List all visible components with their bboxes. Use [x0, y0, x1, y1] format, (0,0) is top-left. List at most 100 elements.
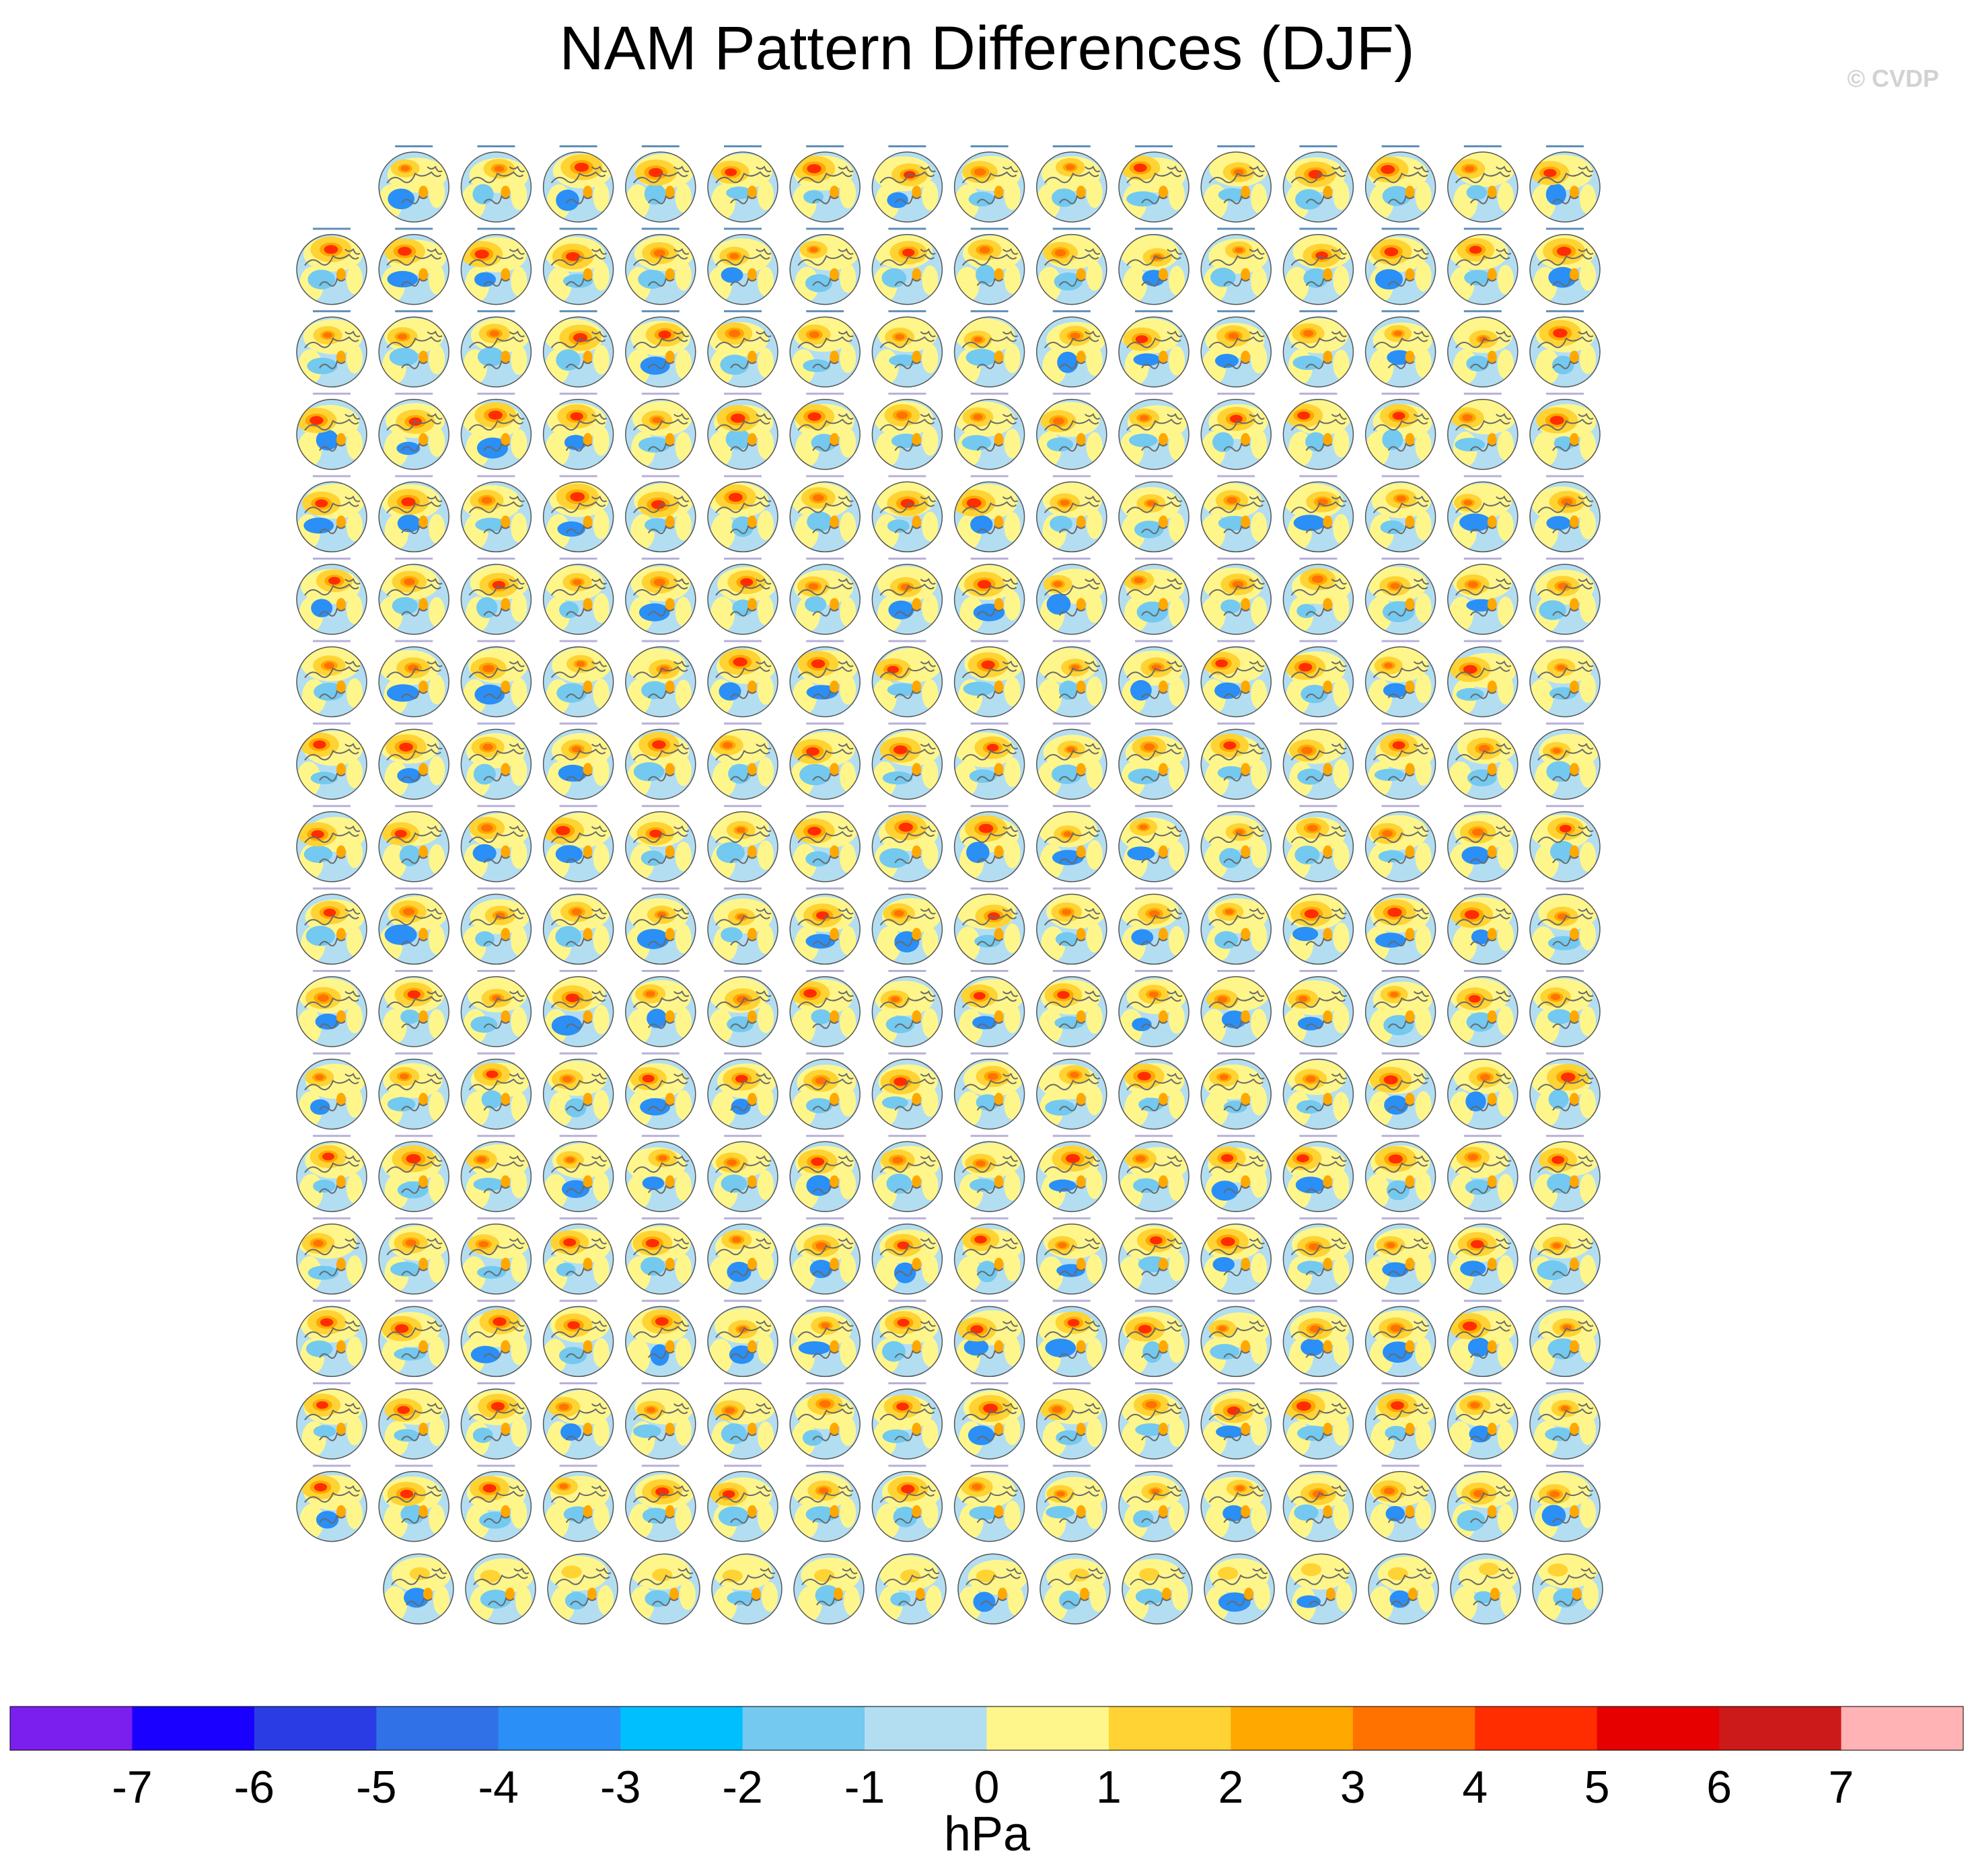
map-panel [789, 475, 861, 553]
map-panel [953, 227, 1025, 305]
map-panel [296, 804, 367, 883]
colorbar-segment [10, 1706, 133, 1750]
map-panel [1282, 970, 1354, 1047]
colorbar-segment [1841, 1706, 1964, 1750]
map-panel [707, 970, 778, 1047]
map-panel [1447, 558, 1519, 635]
panel-title [1546, 1135, 1584, 1137]
panel-title [477, 1382, 515, 1384]
panel-title [970, 970, 1009, 972]
panel-title [1463, 227, 1502, 230]
panel-title [395, 887, 433, 890]
map-panel [1364, 310, 1436, 387]
panel-title [395, 1464, 433, 1467]
panel-title [1135, 1464, 1173, 1467]
panel-title [1217, 1135, 1255, 1137]
map-panel [625, 310, 696, 387]
panel-title [888, 1464, 926, 1467]
panel-title [1463, 1217, 1502, 1220]
map-panel [378, 722, 449, 800]
colorbar-units: hPa [943, 1807, 1031, 1861]
map-panel [296, 475, 367, 553]
map-panel [1118, 722, 1190, 800]
map-panel [1036, 475, 1107, 553]
map-panel [296, 722, 367, 800]
panel-title [477, 392, 515, 395]
colorbar-segment [1719, 1706, 1842, 1750]
colorbar-segment [1597, 1706, 1720, 1750]
map-panel [789, 970, 861, 1047]
map-panel [707, 475, 778, 553]
panel-title [1052, 1052, 1091, 1055]
panel-title [1463, 145, 1502, 147]
map-panel [789, 1135, 861, 1212]
panel-title [313, 640, 351, 642]
panel-title [395, 1300, 433, 1302]
panel-title [559, 1135, 597, 1137]
map-panel [1036, 1464, 1107, 1542]
map-panel [625, 887, 696, 965]
panel-title [1052, 227, 1091, 230]
map-panel [1200, 145, 1272, 223]
map-panel [1529, 722, 1601, 800]
map-panel [953, 558, 1025, 635]
map-panel [542, 1217, 614, 1295]
panel-title [724, 392, 762, 395]
map-panel [460, 804, 532, 883]
panel-title [724, 1382, 762, 1384]
map-panel [789, 1217, 861, 1295]
map-panel [460, 640, 532, 718]
panel-title [1135, 227, 1173, 230]
panel-title [1052, 145, 1091, 147]
map-panel [296, 1135, 367, 1212]
map-panel [953, 310, 1025, 387]
panel-title [477, 1135, 515, 1137]
panel-title [477, 227, 515, 230]
panel-title [806, 1217, 844, 1220]
panel-title [395, 145, 433, 147]
map-panel [625, 227, 696, 305]
panel-title [1217, 640, 1255, 642]
panel-title [313, 1300, 351, 1302]
map-panel [1118, 887, 1190, 965]
map-panel [953, 145, 1025, 223]
map-panel [1364, 145, 1436, 223]
map-panel [1118, 1217, 1190, 1295]
map-panel [460, 310, 532, 387]
panel-title [724, 804, 762, 807]
map-panel [629, 1553, 700, 1624]
panel-title [395, 392, 433, 395]
map-panel [542, 722, 614, 800]
panel-title [477, 640, 515, 642]
panel-title [559, 1464, 597, 1467]
map-panel [789, 887, 861, 965]
panel-title [806, 392, 844, 395]
map-panel [378, 310, 449, 387]
panel-title [313, 475, 351, 478]
panel-title [641, 1382, 680, 1384]
map-panel [1282, 722, 1354, 800]
map-panel [1122, 1553, 1193, 1624]
panel-title [806, 310, 844, 313]
panel-title [1546, 392, 1584, 395]
panel-title [1463, 392, 1502, 395]
panel-title [1546, 970, 1584, 972]
map-panel [1364, 722, 1436, 800]
panel-title [1546, 804, 1584, 807]
map-panel [1200, 310, 1272, 387]
map-panel [707, 804, 778, 883]
panel-title [1381, 887, 1420, 890]
panel-title [1381, 1382, 1420, 1384]
map-panel [871, 804, 943, 883]
map-panel [871, 145, 943, 223]
map-panel [460, 145, 532, 223]
panel-title [559, 640, 597, 642]
panel-title [1217, 227, 1255, 230]
map-panel [460, 887, 532, 965]
panel-title [1381, 392, 1420, 395]
map-panel [1200, 887, 1272, 965]
map-panel [707, 558, 778, 635]
panel-title [1052, 640, 1091, 642]
panel-title [888, 475, 926, 478]
panel-title [559, 970, 597, 972]
